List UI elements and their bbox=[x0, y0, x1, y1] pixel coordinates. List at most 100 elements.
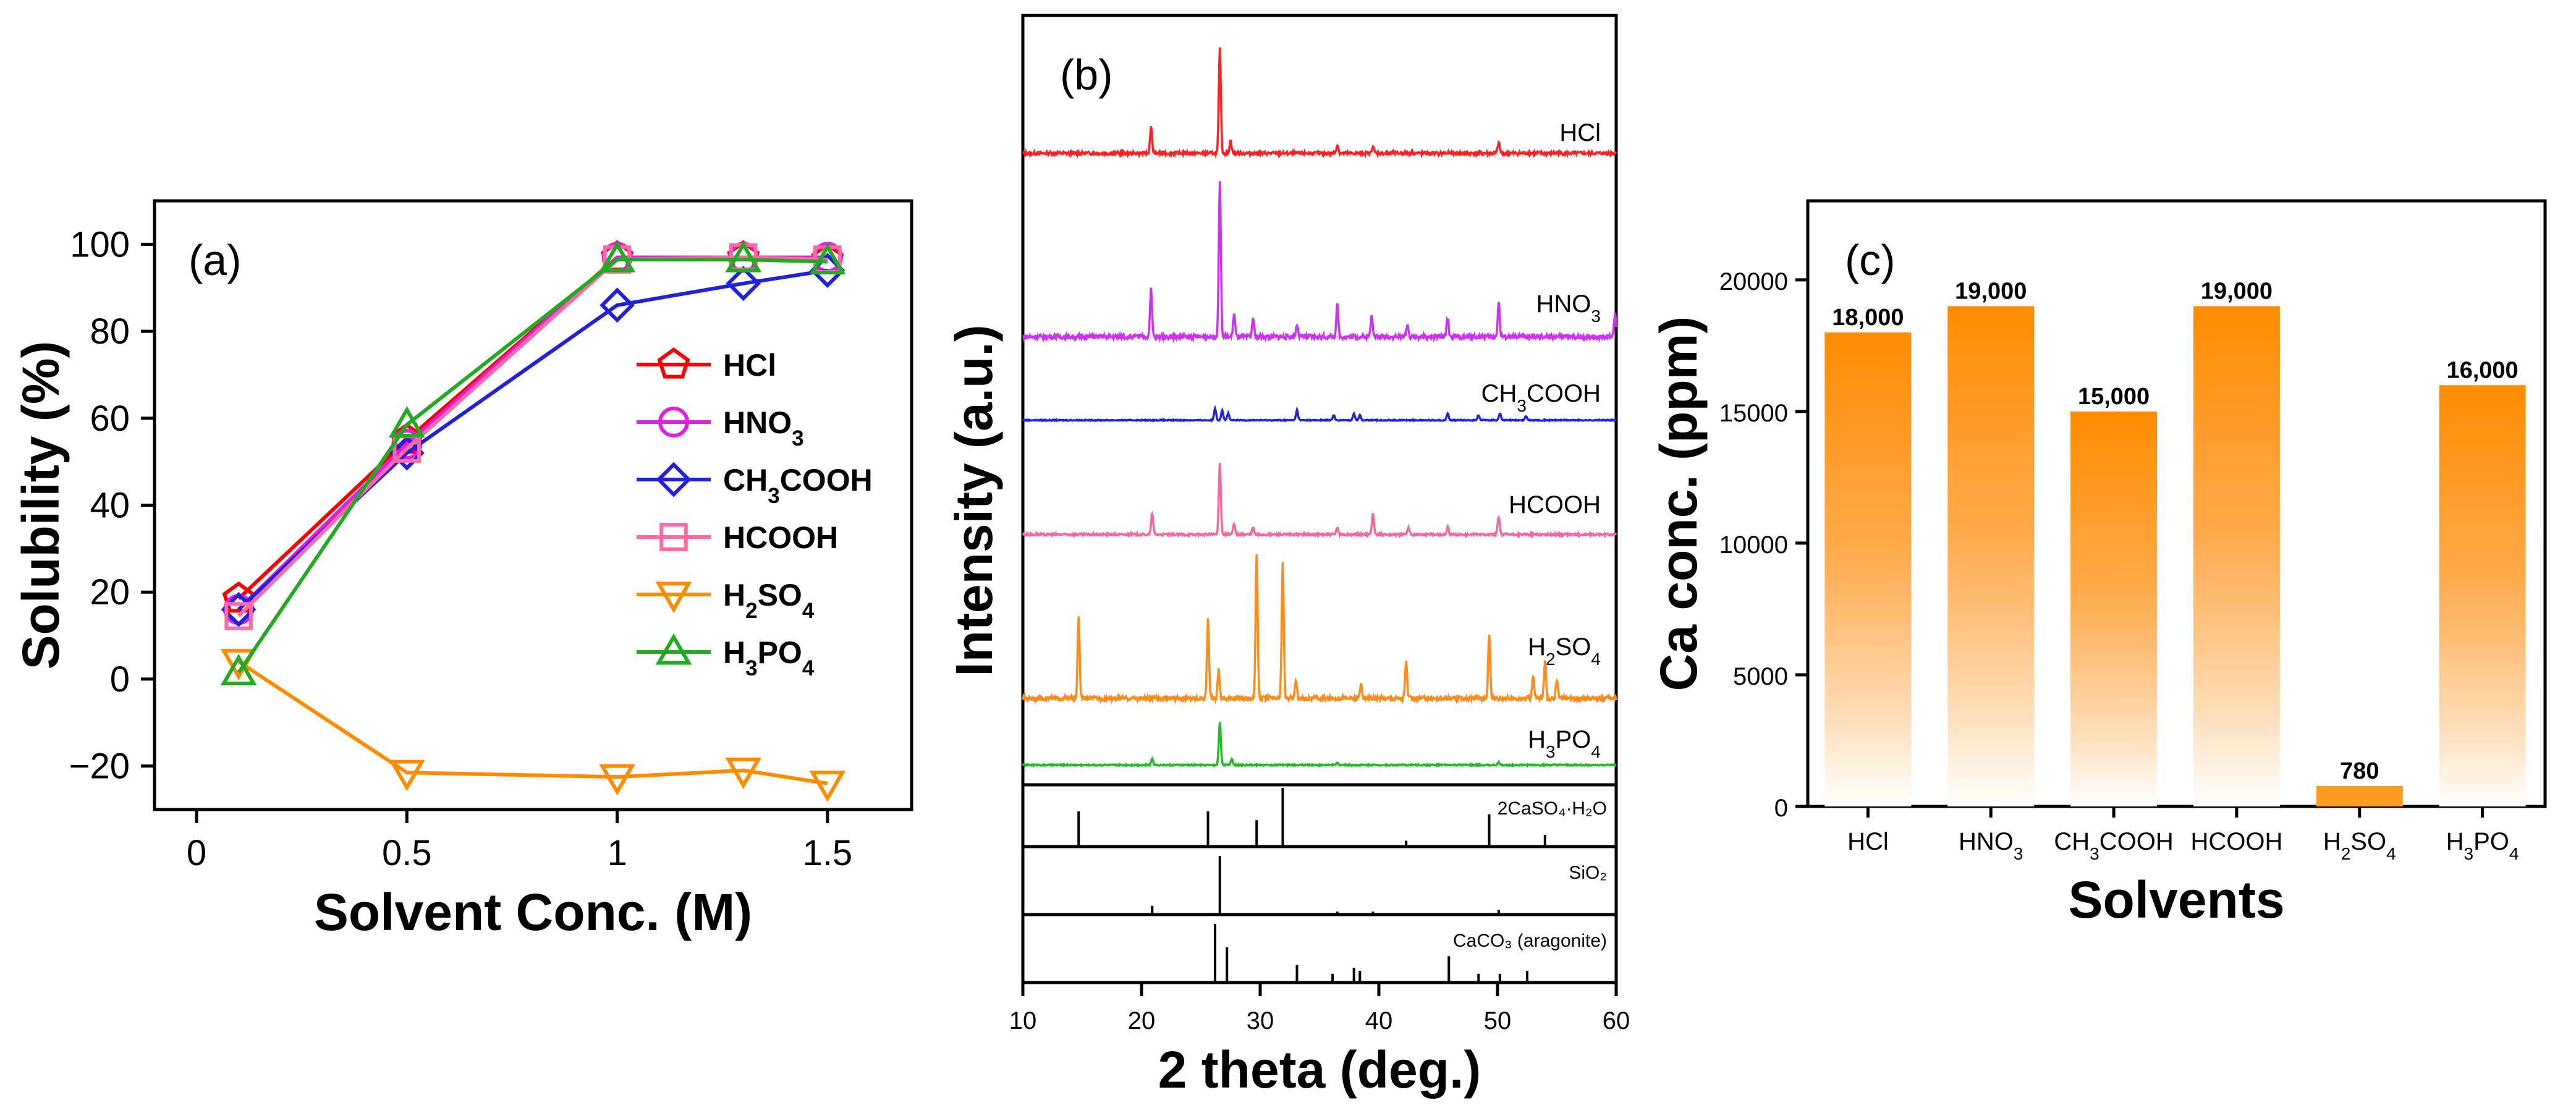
x-tick-label: 10 bbox=[1009, 1007, 1037, 1034]
xrd-pattern-label: HCl bbox=[1559, 119, 1601, 146]
x-tick-label: 0.5 bbox=[382, 833, 432, 873]
x-axis-title: Solvent Conc. (M) bbox=[314, 883, 752, 941]
legend-entry: HCOOH bbox=[723, 520, 838, 555]
y-tick-label: 20000 bbox=[1719, 268, 1788, 295]
y-tick-label: 40 bbox=[90, 486, 130, 526]
category-label-part: HNO bbox=[1959, 828, 2014, 855]
legend-entry-part: CH bbox=[723, 463, 768, 497]
category-label-part: H bbox=[2323, 828, 2341, 855]
xrd-pattern-label-part: 4 bbox=[1591, 742, 1601, 761]
data-point bbox=[599, 764, 636, 796]
xrd-pattern bbox=[1022, 554, 1617, 705]
category-label-part: 2 bbox=[2341, 844, 2351, 863]
xrd-pattern-label-part: 4 bbox=[1591, 649, 1601, 669]
x-axis-title: Solvents bbox=[2068, 871, 2284, 929]
plot-frame bbox=[1806, 199, 2547, 808]
bar bbox=[2316, 785, 2403, 806]
reference-label: CaCO₃ (aragonite) bbox=[1453, 931, 1607, 951]
bar-value-label: 16,000 bbox=[2446, 357, 2518, 383]
legend-entry-part: H bbox=[723, 578, 745, 612]
xrd-pattern-label-part: H bbox=[1528, 726, 1546, 753]
x-tick-label: 40 bbox=[1365, 1007, 1393, 1034]
legend-entry-part: HNO bbox=[723, 405, 792, 440]
reference-label: 2CaSO₄·H₂O bbox=[1498, 798, 1607, 819]
data-point bbox=[222, 581, 255, 613]
x-tick-label: 0 bbox=[187, 833, 206, 873]
xrd-pattern bbox=[1022, 181, 1617, 344]
plot-frame bbox=[1021, 14, 1618, 984]
legend-entry-part: 4 bbox=[802, 599, 815, 623]
xrd-pattern bbox=[1022, 722, 1617, 768]
y-axis-title: Ca conc. (ppm) bbox=[1650, 316, 1708, 691]
category-label-part: HCOOH bbox=[2190, 828, 2282, 855]
category-label: HCl bbox=[1847, 828, 1889, 855]
xrd-pattern bbox=[1022, 47, 1617, 159]
bar bbox=[1824, 332, 1912, 806]
legend-marker bbox=[657, 347, 690, 379]
xrd-pattern-label-part: 3 bbox=[1591, 307, 1601, 326]
data-point bbox=[389, 435, 425, 471]
xrd-pattern-label-part: COOH bbox=[1527, 380, 1601, 407]
data-point bbox=[224, 602, 253, 630]
x-tick-label: 50 bbox=[1484, 1007, 1512, 1034]
xrd-pattern bbox=[1022, 463, 1617, 539]
data-point bbox=[388, 759, 425, 792]
bar-value-label: 18,000 bbox=[1832, 305, 1904, 331]
bar bbox=[2193, 306, 2280, 806]
bar bbox=[2070, 411, 2158, 806]
category-label-part: CH bbox=[2054, 828, 2090, 855]
legend-entry-part: HCOOH bbox=[723, 520, 838, 555]
legend-marker bbox=[658, 407, 689, 438]
plot-frame bbox=[153, 199, 913, 811]
category-label-part: 3 bbox=[2014, 844, 2023, 863]
xrd-pattern-label-part: PO bbox=[1556, 726, 1591, 753]
legend-entry-part: 3 bbox=[745, 656, 757, 680]
data-point bbox=[809, 771, 846, 802]
category-label-part: 3 bbox=[2090, 844, 2099, 863]
category-label-part: 3 bbox=[2464, 844, 2474, 863]
x-tick-label: 20 bbox=[1128, 1007, 1156, 1034]
data-point bbox=[809, 243, 846, 275]
category-label-part: PO bbox=[2473, 828, 2509, 855]
y-axis-title: Intensity (a.u.) bbox=[945, 324, 1003, 676]
y-tick-label: 0 bbox=[1774, 795, 1788, 822]
bar-value-label: 780 bbox=[2340, 758, 2379, 784]
xrd-pattern-label: HCOOH bbox=[1509, 491, 1601, 518]
data-point bbox=[725, 758, 762, 789]
legend-entry-part: H bbox=[723, 635, 745, 670]
legend-marker bbox=[656, 462, 692, 497]
xrd-pattern-label: H3PO4 bbox=[1528, 726, 1601, 761]
y-tick-label: 5000 bbox=[1733, 663, 1788, 690]
reference-label: SiO₂ bbox=[1569, 863, 1607, 883]
y-tick-label: 60 bbox=[90, 399, 130, 439]
xrd-pattern-label: HNO3 bbox=[1536, 290, 1601, 326]
bar-value-label: 19,000 bbox=[2201, 278, 2273, 304]
legend-entry-part: 4 bbox=[802, 656, 815, 680]
bar-value-label: 19,000 bbox=[1955, 278, 2027, 304]
category-label-part: H bbox=[2446, 828, 2464, 855]
legend-marker bbox=[655, 633, 692, 665]
legend-entry-part: PO bbox=[758, 635, 802, 670]
panel-a-solubility-chart: 0 0.5 1 1.5 −20 0 20 40 60 80 100 Solvent Conc. (M)… bbox=[12, 199, 913, 941]
data-point bbox=[599, 240, 636, 273]
xrd-pattern-label-part: CH bbox=[1481, 380, 1517, 407]
category-label: CH3COOH bbox=[2054, 828, 2173, 863]
legend-marker bbox=[655, 581, 692, 614]
xrd-pattern-label: CH3COOH bbox=[1481, 380, 1601, 415]
data-point bbox=[600, 287, 635, 323]
xrd-pattern-label-part: 3 bbox=[1546, 742, 1556, 761]
xrd-pattern-label-part: HCl bbox=[1559, 119, 1601, 146]
y-tick-label: 15000 bbox=[1719, 400, 1788, 427]
panel-b-xrd-chart: 10 20 30 40 50 60 2 theta (deg.) Intensity (a.u… bbox=[945, 14, 1630, 1099]
data-point bbox=[388, 406, 425, 438]
series-line bbox=[237, 257, 828, 674]
data-point bbox=[725, 240, 762, 273]
category-label: H3PO4 bbox=[2446, 828, 2519, 863]
xrd-pattern-label-part: 3 bbox=[1517, 396, 1527, 415]
series-line bbox=[237, 660, 828, 785]
x-axis-title: 2 theta (deg.) bbox=[1158, 1041, 1481, 1099]
category-label-part: SO bbox=[2350, 828, 2386, 855]
legend-entry: H3PO4 bbox=[723, 635, 815, 680]
x-tick-label: 1.5 bbox=[803, 833, 853, 873]
